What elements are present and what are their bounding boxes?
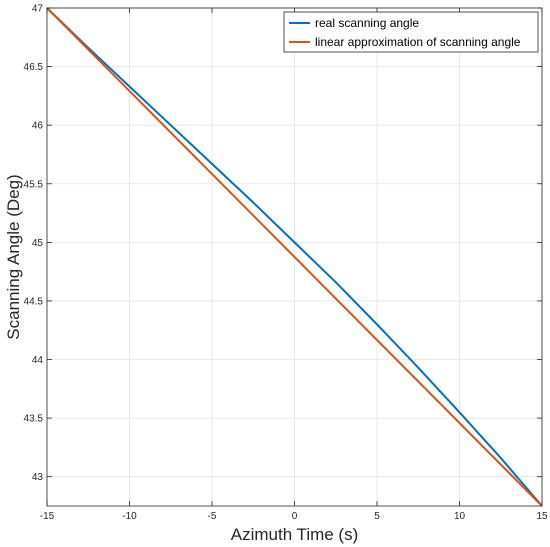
x-tick-label: 5 xyxy=(374,511,380,522)
x-tick-label: 15 xyxy=(536,511,548,522)
ticks xyxy=(46,7,543,506)
grid xyxy=(46,7,543,506)
legend: real scanning angle linear approximation… xyxy=(283,11,539,53)
y-tick-label: 43.5 xyxy=(24,414,44,425)
x-tick-label: -15 xyxy=(40,511,55,522)
y-axis-label: Scanning Angle (Deg) xyxy=(4,174,23,339)
x-tick-label: -10 xyxy=(122,511,137,522)
series-line-0 xyxy=(46,7,543,507)
x-tick-label: 10 xyxy=(454,511,466,522)
x-tick-labels: -15 -10 -5 0 5 10 15 xyxy=(40,511,548,522)
y-tick-label: 45 xyxy=(32,238,44,249)
y-tick-label: 46.5 xyxy=(24,62,44,73)
y-tick-label: 44 xyxy=(32,355,44,366)
legend-label-linear: linear approximation of scanning angle xyxy=(315,35,521,49)
series-layer xyxy=(46,7,543,507)
x-tick-label: 0 xyxy=(292,511,298,522)
y-tick-label: 47 xyxy=(32,4,44,15)
y-tick-label: 45.5 xyxy=(24,179,44,190)
legend-box xyxy=(283,11,539,53)
x-tick-label: -5 xyxy=(208,511,217,522)
y-tick-label: 46 xyxy=(32,121,44,132)
legend-label-real: real scanning angle xyxy=(315,16,419,30)
y-tick-label: 43 xyxy=(32,472,44,483)
y-tick-label: 44.5 xyxy=(24,296,44,307)
x-axis-label: Azimuth Time (s) xyxy=(231,525,359,544)
series-line-1 xyxy=(46,7,543,507)
y-tick-labels: 43 43.5 44 44.5 45 45.5 46 46.5 47 xyxy=(24,4,44,484)
